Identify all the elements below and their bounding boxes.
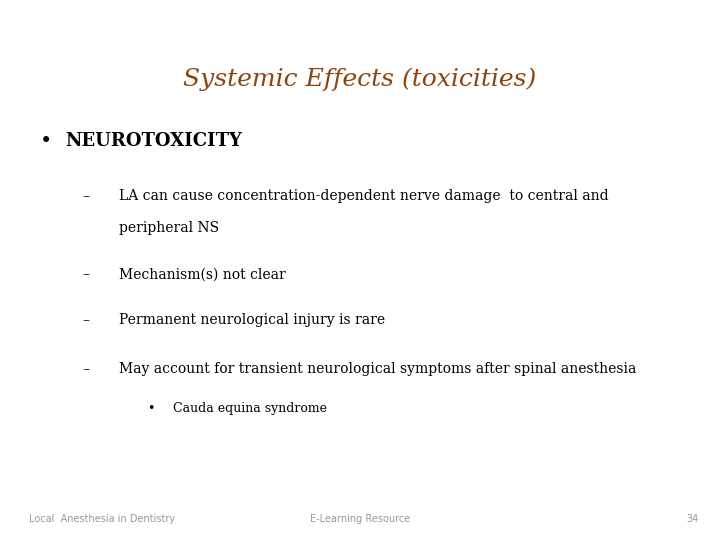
- Text: May account for transient neurological symptoms after spinal anesthesia: May account for transient neurological s…: [119, 362, 636, 376]
- Text: LA can cause concentration-dependent nerve damage  to central and: LA can cause concentration-dependent ner…: [119, 189, 608, 203]
- Text: –: –: [83, 189, 90, 203]
- Text: –: –: [83, 313, 90, 327]
- Text: Mechanism(s) not clear: Mechanism(s) not clear: [119, 267, 286, 281]
- Text: Local  Anesthesia in Dentistry: Local Anesthesia in Dentistry: [29, 514, 175, 524]
- Text: Systemic Effects (toxicities): Systemic Effects (toxicities): [184, 68, 536, 91]
- Text: •: •: [40, 132, 52, 151]
- Text: NEUROTOXICITY: NEUROTOXICITY: [65, 132, 242, 150]
- Text: –: –: [83, 267, 90, 281]
- Text: E-Learning Resource: E-Learning Resource: [310, 514, 410, 524]
- Text: Cauda equina syndrome: Cauda equina syndrome: [173, 402, 327, 415]
- Text: –: –: [83, 362, 90, 376]
- Text: peripheral NS: peripheral NS: [119, 221, 219, 235]
- Text: 34: 34: [686, 514, 698, 524]
- Text: Permanent neurological injury is rare: Permanent neurological injury is rare: [119, 313, 385, 327]
- Text: •: •: [148, 402, 155, 415]
